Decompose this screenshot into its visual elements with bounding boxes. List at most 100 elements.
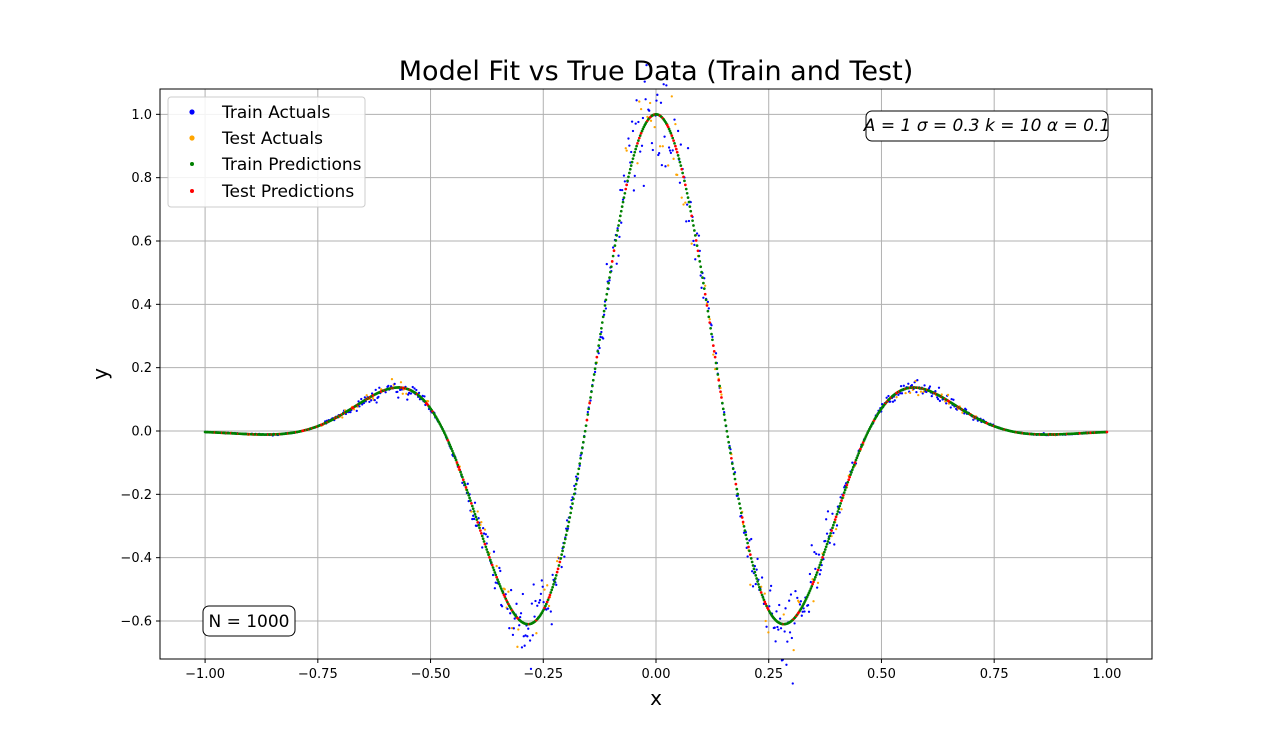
train-actual-point bbox=[493, 587, 497, 590]
train-actual-point bbox=[790, 636, 794, 640]
train-prediction-point bbox=[620, 205, 624, 208]
test-prediction-point bbox=[639, 131, 643, 135]
train-actual-point bbox=[349, 410, 352, 414]
train-prediction-point bbox=[693, 234, 697, 237]
train-prediction-point bbox=[609, 265, 613, 269]
train-prediction-point bbox=[482, 540, 486, 543]
test-prediction-point bbox=[547, 596, 551, 599]
test-actual-point bbox=[476, 510, 479, 513]
test-actual-point bbox=[624, 147, 627, 150]
test-actual-point bbox=[680, 196, 683, 199]
train-prediction-point bbox=[607, 281, 610, 285]
x-tick-label: 0.75 bbox=[980, 667, 1009, 682]
test-actual-point bbox=[922, 390, 925, 393]
train-actual-point bbox=[633, 174, 636, 178]
train-prediction-point bbox=[698, 260, 702, 263]
train-actual-point bbox=[668, 149, 672, 152]
train-prediction-point bbox=[736, 492, 740, 496]
train-prediction-point bbox=[618, 219, 621, 223]
test-prediction-point bbox=[548, 593, 552, 597]
train-actual-point bbox=[783, 630, 786, 633]
test-actual-point bbox=[670, 95, 673, 98]
train-actual-point bbox=[615, 262, 618, 265]
train-prediction-point bbox=[749, 557, 753, 560]
test-prediction-point bbox=[703, 292, 707, 296]
train-prediction-point bbox=[739, 506, 742, 510]
train-prediction-point bbox=[590, 390, 593, 394]
test-prediction-point bbox=[674, 144, 677, 148]
test-prediction-point bbox=[612, 249, 616, 253]
train-prediction-point bbox=[731, 467, 735, 471]
train-actual-point bbox=[423, 395, 426, 398]
test-prediction-point bbox=[610, 260, 614, 263]
train-actual-point bbox=[937, 386, 941, 389]
train-actual-point bbox=[815, 552, 818, 556]
train-actual-point bbox=[814, 567, 817, 571]
train-actual-point bbox=[473, 501, 477, 504]
test-prediction-point bbox=[556, 567, 560, 571]
train-actual-point bbox=[643, 80, 646, 83]
train-prediction-point bbox=[564, 533, 568, 537]
train-prediction-point bbox=[819, 561, 823, 564]
train-prediction-point bbox=[451, 451, 455, 455]
train-actual-point bbox=[662, 83, 665, 86]
train-actual-point bbox=[801, 610, 804, 613]
train-prediction-point bbox=[461, 475, 464, 479]
train-actual-point bbox=[546, 607, 550, 610]
test-actual-point bbox=[684, 201, 687, 204]
test-prediction-point bbox=[483, 542, 487, 546]
train-prediction-point bbox=[467, 493, 471, 497]
train-prediction-point bbox=[496, 578, 499, 581]
train-prediction-point bbox=[813, 575, 817, 579]
train-actual-point bbox=[375, 401, 378, 404]
test-actual-point bbox=[648, 101, 652, 105]
train-prediction-point bbox=[478, 526, 481, 530]
train-actual-point bbox=[641, 116, 645, 120]
test-prediction-point bbox=[847, 478, 851, 482]
train-prediction-point bbox=[725, 429, 729, 433]
train-prediction-point bbox=[751, 564, 755, 567]
test-actual-point bbox=[840, 508, 843, 511]
train-actual-point bbox=[768, 605, 771, 608]
train-actual-point bbox=[819, 569, 822, 572]
train-prediction-point bbox=[667, 127, 671, 131]
train-prediction-point bbox=[637, 139, 640, 142]
train-actual-point bbox=[808, 572, 812, 576]
train-actual-point bbox=[477, 517, 480, 520]
train-prediction-point bbox=[485, 548, 489, 551]
train-prediction-point bbox=[623, 191, 627, 195]
train-prediction-point bbox=[572, 492, 576, 496]
train-actual-point bbox=[788, 631, 792, 634]
train-actual-point bbox=[521, 592, 524, 596]
train-prediction-point bbox=[626, 179, 629, 183]
train-prediction-point bbox=[586, 413, 590, 416]
train-actual-point bbox=[508, 627, 511, 630]
test-prediction-point bbox=[763, 600, 767, 604]
train-prediction-point bbox=[673, 141, 676, 145]
train-prediction-point bbox=[679, 164, 683, 167]
test-prediction-point bbox=[730, 456, 733, 460]
test-actual-point bbox=[483, 528, 487, 531]
test-prediction-point bbox=[455, 461, 459, 464]
train-prediction-point bbox=[744, 533, 748, 537]
train-prediction-point bbox=[494, 573, 498, 577]
train-prediction-point bbox=[676, 154, 680, 157]
train-actual-point bbox=[775, 610, 778, 613]
test-prediction-point bbox=[694, 239, 698, 242]
train-prediction-point bbox=[487, 553, 490, 557]
train-actual-point bbox=[482, 532, 486, 535]
train-prediction-point bbox=[755, 577, 759, 580]
train-actual-point bbox=[700, 286, 703, 289]
train-actual-point bbox=[765, 625, 768, 628]
test-prediction-point bbox=[458, 468, 462, 472]
train-prediction-point bbox=[492, 568, 496, 572]
train-actual-point bbox=[645, 63, 648, 67]
train-actual-point bbox=[619, 188, 622, 192]
test-prediction-point bbox=[734, 482, 738, 486]
train-actual-point bbox=[518, 624, 521, 627]
train-prediction-point bbox=[593, 367, 597, 371]
train-actual-point bbox=[851, 461, 854, 464]
train-prediction-point bbox=[730, 462, 734, 465]
train-actual-point bbox=[413, 387, 416, 390]
train-actual-point bbox=[760, 576, 764, 579]
